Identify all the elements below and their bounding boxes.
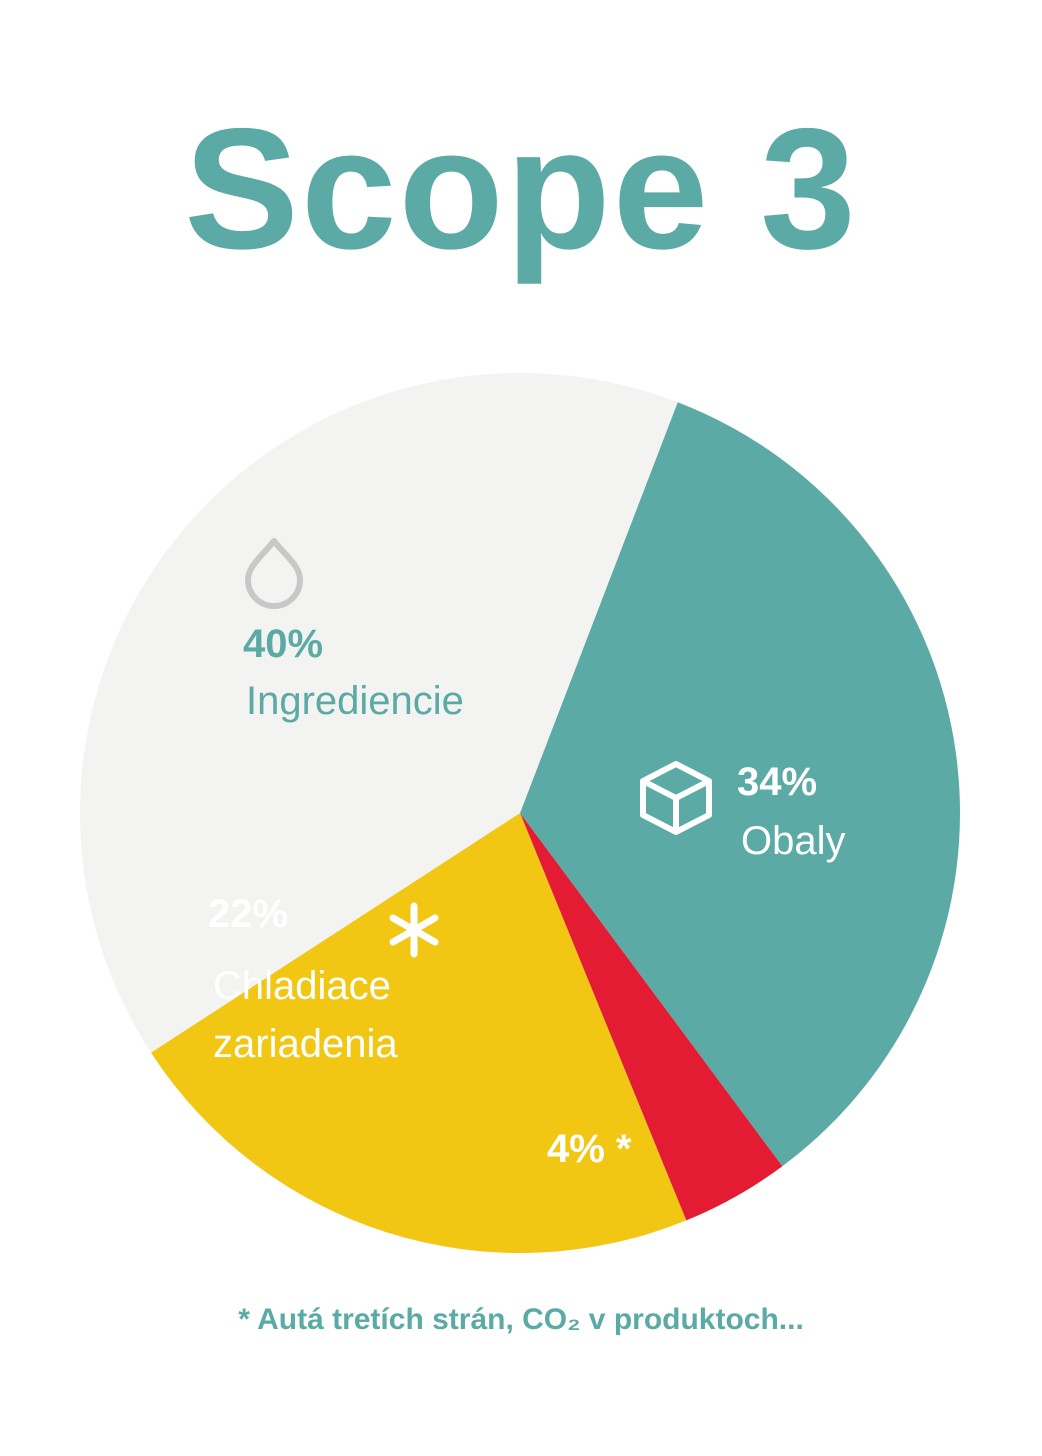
value-label: 40%	[243, 622, 324, 666]
value-label: 34%	[737, 760, 818, 804]
pie-slice	[520, 402, 960, 1167]
snow-icon	[389, 902, 439, 958]
pie-slice	[150, 813, 687, 1253]
category-label: Ingrediencie	[246, 679, 464, 723]
category-label: Obaly	[741, 819, 846, 863]
drop-icon	[245, 538, 303, 609]
pie-slice	[520, 813, 783, 1221]
category-label: Chladiace zariadenia	[213, 964, 398, 1066]
chart-title: Scope 3	[184, 93, 858, 285]
footnote: * Autá tretích strán, CO₂ v produktoch..…	[238, 1303, 804, 1336]
box-icon	[640, 761, 712, 835]
pie-slice	[80, 373, 678, 1053]
value-label: 22%	[208, 892, 289, 936]
value-label: 4% *	[547, 1127, 632, 1171]
